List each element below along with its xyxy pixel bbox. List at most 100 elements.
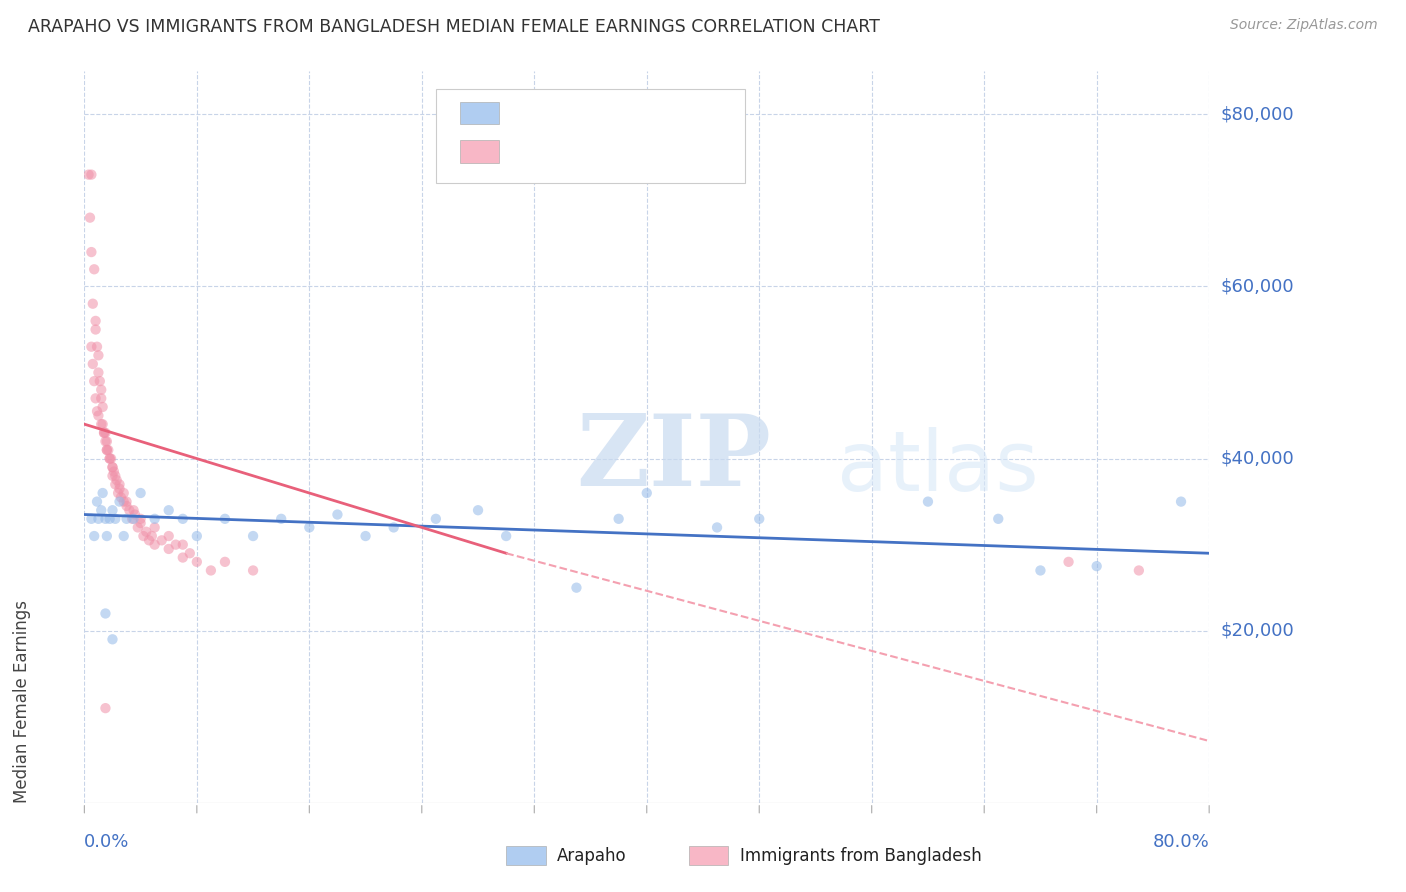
Point	[495, 529, 517, 543]
Point	[1128, 564, 1150, 578]
Point	[82, 357, 104, 371]
Point	[118, 503, 141, 517]
Text: Source: ZipAtlas.com: Source: ZipAtlas.com	[1230, 18, 1378, 32]
Point	[97, 442, 120, 457]
Point	[425, 512, 447, 526]
Point	[115, 494, 138, 508]
Point	[84, 392, 107, 406]
Point	[108, 482, 131, 496]
Point	[104, 512, 127, 526]
Point	[104, 477, 127, 491]
Point	[157, 503, 180, 517]
Point	[91, 417, 114, 432]
Point	[89, 374, 111, 388]
Point	[129, 486, 152, 500]
Point	[91, 486, 114, 500]
Point	[90, 392, 112, 406]
Point	[80, 168, 103, 182]
Point	[172, 538, 194, 552]
Point	[112, 529, 135, 543]
Point	[96, 442, 118, 457]
Point	[214, 555, 236, 569]
Point	[94, 512, 117, 526]
Point	[105, 473, 128, 487]
Point	[1057, 555, 1080, 569]
Point	[96, 529, 118, 543]
Point	[186, 555, 208, 569]
Point	[98, 451, 121, 466]
Text: atlas: atlas	[837, 426, 1038, 508]
Point	[94, 701, 117, 715]
Point	[100, 451, 122, 466]
Point	[101, 503, 124, 517]
Point	[636, 486, 658, 500]
Point	[748, 512, 770, 526]
Point	[110, 491, 132, 505]
Point	[354, 529, 377, 543]
Point	[87, 512, 110, 526]
Text: 0.0%: 0.0%	[84, 833, 129, 851]
Text: Median Female Earnings: Median Female Earnings	[13, 599, 31, 803]
Text: -0.319: -0.319	[555, 143, 614, 161]
Text: Arapaho: Arapaho	[557, 847, 627, 865]
Point	[101, 468, 124, 483]
Point	[115, 512, 138, 526]
Point	[127, 520, 149, 534]
Point	[143, 520, 166, 534]
Text: ARAPAHO VS IMMIGRANTS FROM BANGLADESH MEDIAN FEMALE EARNINGS CORRELATION CHART: ARAPAHO VS IMMIGRANTS FROM BANGLADESH ME…	[28, 18, 880, 36]
Point	[115, 499, 138, 513]
Point	[129, 512, 152, 526]
Point	[121, 512, 143, 526]
Point	[565, 581, 588, 595]
Point	[84, 322, 107, 336]
Point	[84, 314, 107, 328]
Point	[101, 460, 124, 475]
Point	[108, 494, 131, 508]
Point	[94, 607, 117, 621]
Point	[242, 529, 264, 543]
Point	[270, 512, 292, 526]
Point	[1085, 559, 1108, 574]
Point	[157, 529, 180, 543]
Text: N =: N =	[630, 143, 678, 161]
Point	[172, 550, 194, 565]
Text: N =: N =	[630, 104, 678, 122]
Text: $40,000: $40,000	[1220, 450, 1294, 467]
Text: ZIP: ZIP	[576, 410, 772, 507]
Point	[108, 477, 131, 491]
Point	[80, 512, 103, 526]
Point	[96, 434, 118, 449]
Point	[607, 512, 630, 526]
Point	[132, 529, 155, 543]
Point	[172, 512, 194, 526]
Text: -0.186: -0.186	[555, 104, 614, 122]
Text: $20,000: $20,000	[1220, 622, 1294, 640]
Point	[706, 520, 728, 534]
Point	[987, 512, 1010, 526]
Point	[86, 340, 108, 354]
Point	[83, 374, 105, 388]
Point	[87, 348, 110, 362]
Text: $80,000: $80,000	[1220, 105, 1294, 123]
Point	[138, 533, 160, 548]
Point	[94, 434, 117, 449]
Point	[150, 533, 173, 548]
Point	[298, 520, 321, 534]
Point	[83, 529, 105, 543]
Point	[124, 508, 146, 522]
Point	[1029, 564, 1052, 578]
Point	[93, 425, 115, 440]
Text: R =: R =	[510, 104, 547, 122]
Point	[77, 168, 100, 182]
Point	[86, 404, 108, 418]
Text: 80.0%: 80.0%	[1153, 833, 1209, 851]
Point	[917, 494, 939, 508]
Point	[101, 460, 124, 475]
Point	[90, 417, 112, 432]
Point	[141, 529, 163, 543]
Point	[143, 538, 166, 552]
Point	[107, 486, 129, 500]
Point	[87, 366, 110, 380]
Point	[1170, 494, 1192, 508]
Point	[165, 538, 187, 552]
